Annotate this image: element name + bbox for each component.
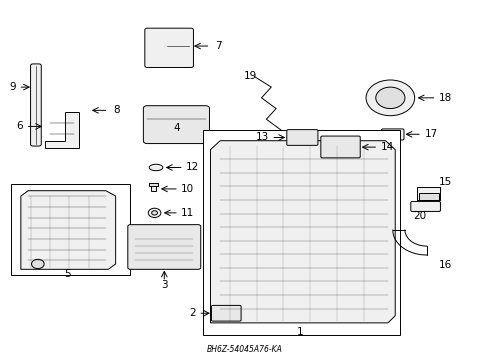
- Text: BH6Z-54045A76-KA: BH6Z-54045A76-KA: [206, 345, 282, 354]
- Text: 18: 18: [438, 93, 451, 103]
- FancyBboxPatch shape: [143, 106, 209, 144]
- FancyBboxPatch shape: [320, 136, 360, 158]
- Text: 5: 5: [63, 269, 70, 279]
- Text: 11: 11: [181, 208, 194, 218]
- Text: 1: 1: [297, 327, 303, 337]
- Polygon shape: [210, 141, 394, 323]
- Text: 17: 17: [424, 129, 437, 139]
- Text: 13: 13: [255, 132, 268, 143]
- Bar: [416, 187, 440, 201]
- Circle shape: [366, 80, 414, 116]
- FancyBboxPatch shape: [410, 202, 440, 211]
- Bar: [151, 184, 155, 192]
- Circle shape: [151, 211, 157, 215]
- Polygon shape: [45, 112, 79, 148]
- Text: 15: 15: [438, 177, 451, 187]
- FancyBboxPatch shape: [30, 64, 41, 146]
- Text: 19: 19: [243, 71, 256, 81]
- Text: 9: 9: [9, 82, 16, 92]
- Bar: [418, 193, 438, 200]
- Text: 20: 20: [412, 211, 425, 221]
- Text: 8: 8: [113, 105, 120, 115]
- Text: 2: 2: [189, 308, 196, 318]
- FancyBboxPatch shape: [286, 130, 317, 145]
- FancyBboxPatch shape: [381, 129, 403, 140]
- FancyBboxPatch shape: [144, 28, 193, 67]
- Bar: [203, 130, 399, 336]
- FancyBboxPatch shape: [211, 305, 241, 321]
- FancyBboxPatch shape: [127, 225, 201, 269]
- Text: 16: 16: [438, 260, 451, 270]
- Circle shape: [31, 259, 44, 269]
- Ellipse shape: [149, 164, 163, 171]
- Circle shape: [148, 208, 161, 217]
- Text: 14: 14: [380, 142, 393, 152]
- Bar: [11, 184, 130, 275]
- Text: 7: 7: [215, 41, 222, 51]
- Circle shape: [375, 87, 404, 109]
- Bar: [148, 183, 158, 186]
- Polygon shape: [21, 191, 116, 269]
- Text: 4: 4: [173, 123, 180, 133]
- Text: 6: 6: [16, 121, 23, 131]
- Text: 12: 12: [186, 162, 199, 172]
- Text: 10: 10: [181, 184, 194, 194]
- Text: 3: 3: [161, 280, 167, 291]
